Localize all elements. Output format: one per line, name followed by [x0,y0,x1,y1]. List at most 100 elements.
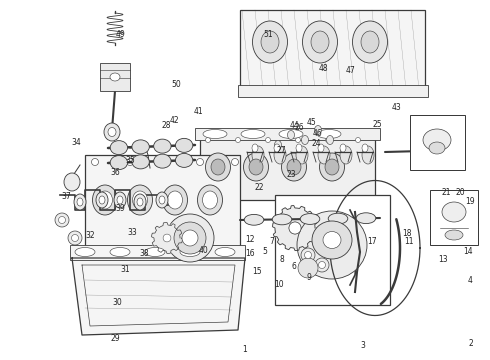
Ellipse shape [287,159,301,175]
Bar [200,135,375,200]
Bar [85,155,240,260]
Ellipse shape [231,158,239,166]
Text: 25: 25 [372,120,382,129]
Ellipse shape [325,138,330,143]
Ellipse shape [289,222,301,234]
Ellipse shape [145,248,165,256]
Text: 19: 19 [466,197,475,206]
Ellipse shape [92,158,98,166]
Ellipse shape [288,130,294,139]
Text: 10: 10 [274,280,284,289]
Text: 33: 33 [127,228,137,237]
Ellipse shape [325,159,339,175]
Ellipse shape [352,21,388,63]
Ellipse shape [77,198,83,206]
Ellipse shape [274,140,281,149]
Ellipse shape [110,73,120,81]
Ellipse shape [203,130,227,139]
Ellipse shape [64,173,80,191]
Ellipse shape [297,211,367,279]
Ellipse shape [266,138,270,143]
Text: 3: 3 [360,341,365,350]
Ellipse shape [215,248,235,256]
Ellipse shape [132,155,149,169]
Ellipse shape [159,196,165,204]
Bar [430,190,478,245]
Text: 4: 4 [468,276,473,285]
Text: 7: 7 [270,237,274,246]
Ellipse shape [311,31,329,53]
Text: 34: 34 [71,138,81,147]
Ellipse shape [110,156,127,170]
Ellipse shape [110,141,127,155]
Ellipse shape [296,144,302,152]
Ellipse shape [162,158,169,166]
Ellipse shape [175,153,193,167]
Ellipse shape [132,191,147,209]
Text: 30: 30 [113,298,122,307]
Polygon shape [272,206,318,251]
Text: 13: 13 [439,255,448,264]
Ellipse shape [244,153,269,181]
Ellipse shape [175,138,193,152]
Ellipse shape [241,130,265,139]
Ellipse shape [72,234,78,242]
Text: 39: 39 [115,204,125,213]
Ellipse shape [68,231,82,245]
Ellipse shape [340,144,346,152]
Ellipse shape [274,146,286,164]
Ellipse shape [58,216,66,224]
Ellipse shape [104,123,120,141]
Ellipse shape [96,192,108,208]
Text: 16: 16 [245,249,255,258]
Ellipse shape [196,158,203,166]
Ellipse shape [244,215,264,225]
Ellipse shape [127,185,152,215]
Ellipse shape [202,191,218,209]
Ellipse shape [317,130,341,139]
Ellipse shape [249,159,263,175]
Ellipse shape [302,21,338,63]
Text: 29: 29 [110,334,120,343]
Text: 17: 17 [368,237,377,246]
Text: 48: 48 [318,64,328,73]
Text: 35: 35 [125,156,135,165]
Text: 37: 37 [61,192,71,201]
Ellipse shape [315,126,321,135]
Ellipse shape [74,194,86,210]
Text: 28: 28 [162,122,172,130]
Ellipse shape [274,144,280,152]
Ellipse shape [318,261,325,269]
Bar [100,63,130,91]
Ellipse shape [197,185,222,215]
Ellipse shape [445,230,463,240]
Ellipse shape [362,144,368,152]
Text: 40: 40 [198,246,208,255]
Ellipse shape [108,127,116,136]
Ellipse shape [117,196,123,204]
Text: 45: 45 [306,118,316,127]
Text: 11: 11 [404,237,414,246]
Text: 31: 31 [120,266,130,274]
Text: 5: 5 [262,247,267,256]
Ellipse shape [126,158,133,166]
Text: 50: 50 [172,80,181,89]
Ellipse shape [362,146,374,164]
Ellipse shape [328,213,348,224]
Ellipse shape [356,138,361,143]
Text: 8: 8 [279,255,284,264]
Ellipse shape [134,194,146,210]
Polygon shape [72,258,245,335]
Text: 15: 15 [252,267,262,276]
Ellipse shape [93,185,118,215]
Ellipse shape [180,248,200,256]
Ellipse shape [114,192,126,208]
Text: 18: 18 [402,230,412,238]
Ellipse shape [205,138,211,143]
Bar [275,195,390,305]
Ellipse shape [300,213,320,224]
Bar [238,85,428,97]
Ellipse shape [279,130,303,139]
Text: 51: 51 [264,30,273,39]
Text: 38: 38 [140,249,149,258]
